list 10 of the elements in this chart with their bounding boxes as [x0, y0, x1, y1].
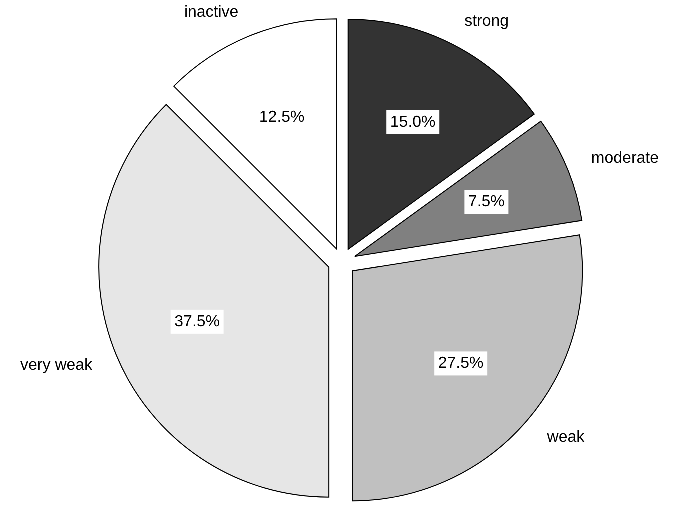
slice-label: very weak [20, 356, 94, 374]
slice-label: weak [546, 428, 586, 446]
data-label: 27.5% [438, 355, 484, 372]
data-label: 37.5% [174, 313, 220, 330]
slice-label: strong [464, 12, 510, 30]
data-label: 7.5% [468, 194, 505, 211]
slice-label: moderate [591, 150, 660, 168]
data-label: 12.5% [259, 108, 305, 126]
slice-label: inactive [184, 4, 239, 22]
data-label: 15.0% [390, 114, 436, 131]
